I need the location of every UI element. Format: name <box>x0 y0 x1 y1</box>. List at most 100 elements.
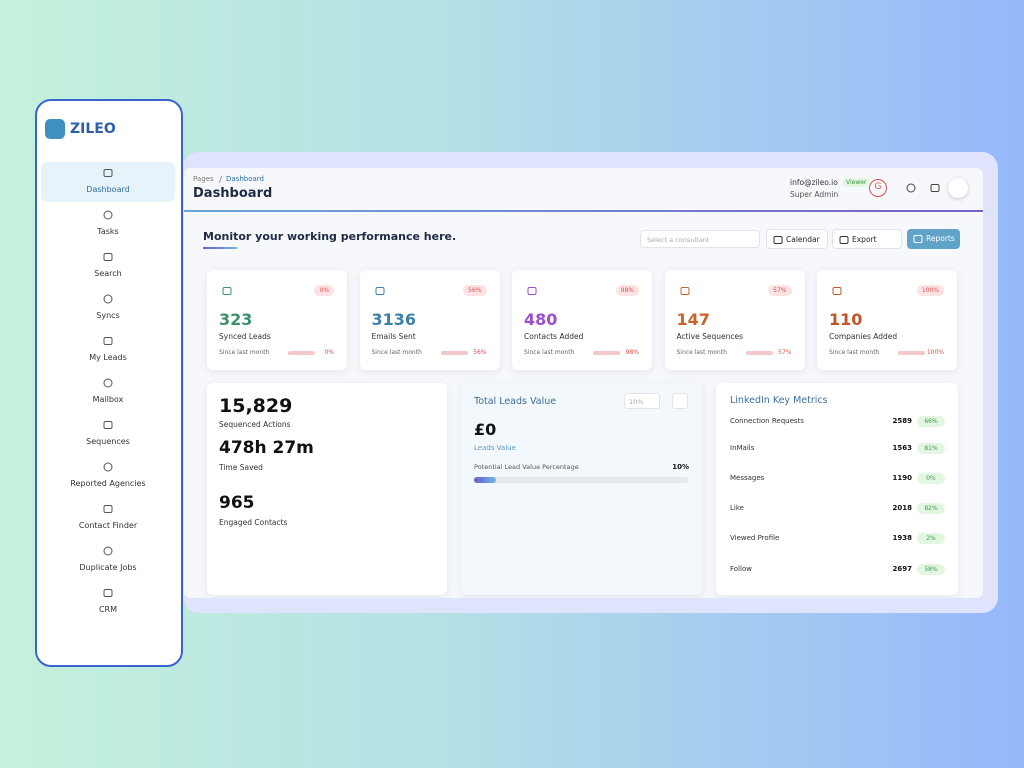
icon-shape <box>906 183 916 193</box>
icon <box>103 505 113 513</box>
metric-change: 2% <box>917 533 945 544</box>
nav-label: Dashboard <box>86 185 130 194</box>
stat-value: 110 <box>829 310 863 329</box>
summary-value: 965 <box>219 493 255 513</box>
section-heading: Monitor your working performance here. <box>203 230 457 243</box>
app-button[interactable] <box>948 178 968 198</box>
stat-change: 0% <box>324 349 334 356</box>
nav-item[interactable]: Mailbox <box>41 372 175 412</box>
metric-label: Follow <box>730 565 752 573</box>
icon <box>832 287 842 295</box>
icon <box>103 421 113 429</box>
stat-label: Active Sequences <box>676 332 744 341</box>
nav-item[interactable]: CRM <box>41 582 175 622</box>
progress-label: Potential Lead Value Percentage <box>474 463 579 471</box>
icon <box>773 236 783 244</box>
button-label: Export <box>852 235 877 244</box>
heading-underline <box>203 247 237 249</box>
icon-shape <box>103 505 113 513</box>
summary-card: 15,829 Sequenced Actions 478h 27m Time Save… <box>207 383 447 595</box>
metric-change: 0% <box>917 473 945 484</box>
nav-item[interactable]: Search <box>41 246 175 286</box>
metric-label: Like <box>730 504 744 512</box>
nav-item[interactable]: Reported Agencies <box>41 456 175 496</box>
leads-amount: £0 <box>474 420 497 439</box>
stat-card: 98% 480 Contacts Added Since last month 98% <box>512 270 652 370</box>
stat-card: 100% 110 Companies Added Since last month 10… <box>817 270 957 370</box>
icon <box>222 287 232 295</box>
icon-shape <box>375 287 384 295</box>
stat-label: Contacts Added <box>524 332 584 341</box>
user-email: info@zileo.io <box>790 178 838 187</box>
metric-change: 81% <box>917 443 945 454</box>
icon-shape <box>103 421 113 429</box>
nav-item[interactable]: Tasks <box>41 204 175 244</box>
percent-input[interactable]: 10% <box>624 393 660 409</box>
logo-text: ZILEO <box>70 121 116 137</box>
icon-shape <box>103 169 113 177</box>
stat-since: Since last month <box>676 349 727 356</box>
trend-bar <box>288 351 315 355</box>
stat-change: 57% <box>778 349 792 356</box>
nav-item[interactable]: My Leads <box>41 330 175 370</box>
stat-change: 56% <box>473 349 487 356</box>
icon-shape <box>103 462 113 472</box>
nav-label: Search <box>94 269 122 278</box>
icon-shape <box>103 546 113 556</box>
icon-shape <box>103 294 113 304</box>
metric-value: 1190 <box>892 474 912 482</box>
nav-label: Mailbox <box>92 395 124 404</box>
consultant-select[interactable]: Select a consultant <box>640 230 760 248</box>
summary-label: Engaged Contacts <box>219 518 288 527</box>
trend-bar <box>898 351 925 355</box>
header-divider <box>184 210 983 212</box>
nav-item[interactable]: Dashboard <box>41 162 175 202</box>
card-title: Total Leads Value <box>474 396 557 407</box>
metric-value: 2697 <box>892 565 912 573</box>
summary-value: 478h 27m <box>219 438 314 458</box>
leads-card: Total Leads Value 10% £0 Leads Value Potenti… <box>461 383 702 595</box>
icon <box>103 210 113 220</box>
stat-since: Since last month <box>219 349 270 356</box>
nav-item[interactable]: Sequences <box>41 414 175 454</box>
icon <box>103 294 113 304</box>
icon <box>913 235 923 243</box>
breadcrumb-item[interactable]: Pages <box>193 175 214 183</box>
metric-value: 1563 <box>892 444 912 452</box>
nav-item[interactable]: Contact Finder <box>41 498 175 538</box>
metric-value: 1938 <box>892 534 912 542</box>
toolbar-button[interactable]: Calendar <box>766 229 828 249</box>
metric-value: 2018 <box>892 504 912 512</box>
icon <box>103 253 113 261</box>
nav-item[interactable]: Syncs <box>41 288 175 328</box>
stat-card: 57% 147 Active Sequences Since last month 57… <box>664 270 805 370</box>
button-label: Calendar <box>786 235 820 244</box>
icon-shape <box>103 378 113 388</box>
leads-sub: Leads Value <box>474 444 516 452</box>
breadcrumb-item: Dashboard <box>226 175 264 183</box>
icon <box>680 287 689 295</box>
logo-mark <box>45 119 65 139</box>
nav-label: My Leads <box>89 353 127 362</box>
icon-shape <box>832 287 842 295</box>
metric-change: 66% <box>917 416 945 427</box>
icon <box>930 184 940 192</box>
metric-value: 2589 <box>892 417 912 425</box>
stat-label: Emails Sent <box>371 332 416 341</box>
stat-card: 0% 323 Synced Leads Since last month 0% <box>207 270 347 370</box>
stat-since: Since last month <box>371 349 422 356</box>
edit-button[interactable] <box>672 393 688 409</box>
nav-item[interactable]: Duplicate Jobs <box>41 540 175 580</box>
nav-label: Duplicate Jobs <box>79 563 137 572</box>
nav-label: Sequences <box>86 437 130 446</box>
metric-change: 82% <box>917 503 945 514</box>
avatar[interactable]: G <box>869 179 887 197</box>
page-title: Dashboard <box>193 186 273 201</box>
icon-shape <box>913 235 923 243</box>
stat-change: 100% <box>926 349 944 356</box>
toolbar-button[interactable]: Export <box>832 229 902 249</box>
stat-since: Since last month <box>524 349 575 356</box>
toolbar-button[interactable]: Reports <box>907 229 960 249</box>
stat-change: 98% <box>625 349 639 356</box>
nav-label: Reported Agencies <box>70 479 146 488</box>
